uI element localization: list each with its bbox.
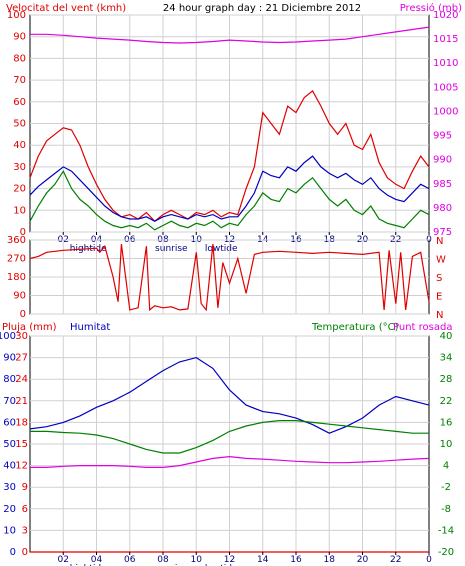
x-marker-sunrise: sunrise <box>155 244 188 254</box>
y-temperature-tick: 22 <box>440 396 453 407</box>
series-line-wind-blue <box>29 155 430 222</box>
y-left-tick-wind: 30 <box>13 162 26 173</box>
y-temperature-tick: 34 <box>440 353 453 364</box>
center-title: 24 hour graph day : 21 Diciembre 2012 <box>163 3 361 14</box>
left-title: Velocitat del vent (kmh) <box>6 3 126 14</box>
y-temperature-tick: -14 <box>438 525 454 536</box>
x-tick-label-rain: 12 <box>224 555 235 565</box>
series-line-wind-red <box>29 89 430 223</box>
y-left-tick-wind: 70 <box>13 75 26 86</box>
y-humidity-tick: 80 <box>3 374 16 385</box>
y-left-tick-direction: 360 <box>7 235 26 246</box>
y-rain-tick: 15 <box>15 439 28 450</box>
series-line-bottom-magenta <box>30 455 430 468</box>
y-rain-tick: 18 <box>15 417 28 428</box>
y-temperature-tick: 4 <box>443 461 449 472</box>
x-tick-label-rain: 02 <box>58 555 69 565</box>
y-rain-tick: 0 <box>22 547 28 558</box>
x-marker-lowtide: lowtide <box>205 244 238 254</box>
y-right-tick-pressure: 1020 <box>433 10 458 21</box>
y-left-tick-wind: 40 <box>13 140 26 151</box>
y-humidity-tick: 10 <box>3 525 16 536</box>
x-tick-label-rain: 08 <box>157 555 169 565</box>
y-right-tick-pressure: 1000 <box>433 106 458 117</box>
x-tick-label-rain: 10 <box>191 555 203 565</box>
y-humidity-tick: 30 <box>3 482 16 493</box>
y-humidity-tick: 90 <box>3 353 16 364</box>
y-right-tick-pressure: 990 <box>433 155 452 166</box>
y-humidity-tick: 20 <box>3 504 16 515</box>
y-right-compass-label: W <box>436 255 446 266</box>
x-tick-label-wind: 0 <box>426 235 432 245</box>
y-right-tick-pressure: 1015 <box>433 34 458 45</box>
temperature-label: Temperatura (°C) <box>311 322 399 333</box>
y-temperature-tick: 16 <box>440 417 453 428</box>
dewpoint-label: Punt rosada <box>393 322 452 333</box>
y-left-tick-wind: 80 <box>13 53 26 64</box>
series-line-direction <box>29 244 430 312</box>
y-left-tick-wind: 20 <box>13 184 26 195</box>
y-rain-tick: 9 <box>22 482 28 493</box>
humidity-label: Humitat <box>70 322 110 333</box>
y-left-tick-direction: 0 <box>20 309 26 320</box>
y-rain-tick: 6 <box>22 504 28 515</box>
y-temperature-tick: 10 <box>440 439 453 450</box>
x-tick-label-rain: 06 <box>124 555 136 565</box>
right-title: Pressió (mb) <box>400 2 462 14</box>
y-right-compass-label: S <box>436 273 442 284</box>
rain-label: Pluja (mm) <box>2 322 57 333</box>
y-rain-tick: 3 <box>22 525 28 536</box>
y-left-tick-wind: 90 <box>13 32 26 43</box>
y-right-tick-pressure: 1005 <box>433 82 458 93</box>
y-left-tick-wind: 10 <box>13 205 26 216</box>
y-left-tick-direction: 90 <box>13 291 26 302</box>
x-tick-label-rain: 14 <box>257 555 269 565</box>
y-temperature-tick: -8 <box>441 504 451 515</box>
y-right-tick-pressure: 980 <box>433 203 452 214</box>
y-temperature-tick: -20 <box>438 547 454 558</box>
y-left-tick-wind: 50 <box>13 119 26 130</box>
y-rain-tick: 12 <box>15 461 28 472</box>
series-line-bottom-blue <box>29 356 430 434</box>
x-tick-label-rain: 04 <box>91 555 103 565</box>
y-right-compass-label: N <box>436 236 443 247</box>
y-right-tick-pressure: 1010 <box>433 58 458 69</box>
y-temperature-tick: 40 <box>440 331 453 342</box>
x-tick-label-rain: 18 <box>324 555 336 565</box>
y-right-tick-pressure: 985 <box>433 179 452 190</box>
x-marker-lowtide: lowtide <box>205 564 238 566</box>
series-line-wind-green <box>29 169 430 231</box>
y-left-tick-direction: 270 <box>7 254 26 265</box>
x-marker-hightide: hightide <box>70 564 107 566</box>
y-humidity-tick: 60 <box>3 417 16 428</box>
x-tick-label-rain: 20 <box>357 555 369 565</box>
y-humidity-tick: 40 <box>3 461 16 472</box>
y-rain-tick: 27 <box>15 353 28 364</box>
x-tick-label-rain: 22 <box>390 555 401 565</box>
y-right-compass-label: E <box>436 292 442 303</box>
y-humidity-tick: 50 <box>3 439 16 450</box>
y-left-tick-wind: 60 <box>13 97 26 108</box>
series-line-wind-magenta <box>30 26 430 44</box>
y-humidity-tick: 70 <box>3 396 16 407</box>
y-left-tick-wind: 0 <box>20 227 26 238</box>
y-right-tick-pressure: 995 <box>433 131 452 142</box>
y-humidity-tick: 100 <box>0 331 16 342</box>
series-line-bottom-green <box>30 420 429 454</box>
y-rain-tick: 30 <box>15 331 28 342</box>
x-tick-label-rain: 16 <box>290 555 302 565</box>
y-temperature-tick: 28 <box>440 374 453 385</box>
y-left-tick-wind: 100 <box>7 10 26 21</box>
y-temperature-tick: -2 <box>441 482 451 493</box>
y-rain-tick: 21 <box>15 396 28 407</box>
x-tick-label-rain: 0 <box>426 555 432 565</box>
y-right-tick-pressure: 975 <box>433 227 452 238</box>
y-right-compass-label: N <box>436 310 443 321</box>
y-humidity-tick: 0 <box>10 547 16 558</box>
y-rain-tick: 24 <box>15 374 28 385</box>
y-left-tick-direction: 180 <box>7 272 26 283</box>
x-marker-sunrise: sunrise <box>155 564 188 566</box>
